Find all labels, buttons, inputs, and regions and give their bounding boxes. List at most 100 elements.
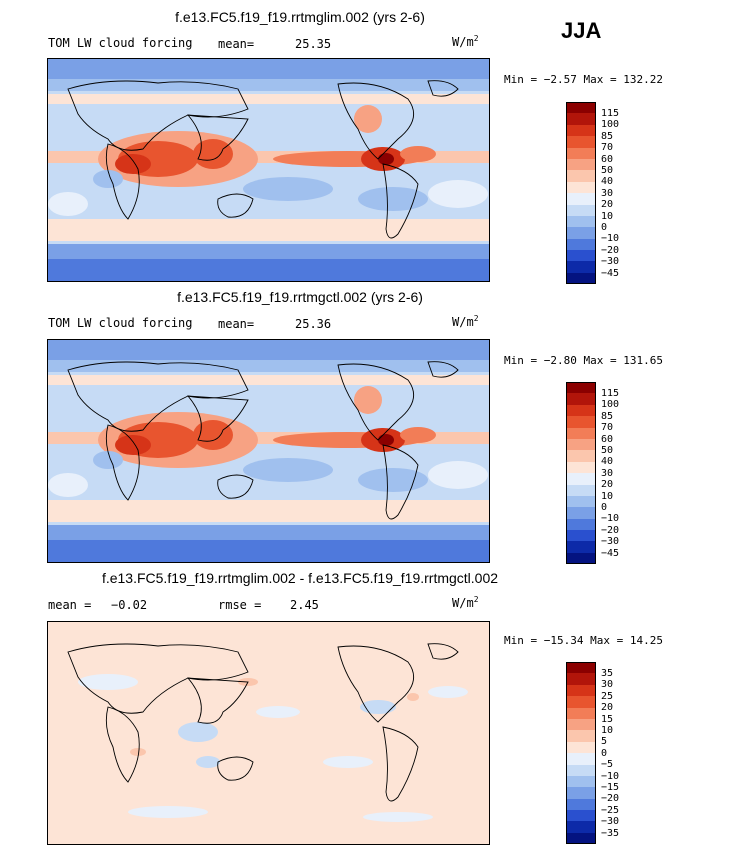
colorbar-swatch [566, 507, 596, 519]
colorbar-tick-label: −35 [601, 827, 620, 839]
colorbar-swatch [566, 684, 596, 697]
colorbar-tick-label: 100 [601, 399, 620, 411]
panel-3-units: W/m2 [452, 595, 479, 610]
colorbar-swatch [566, 707, 596, 719]
colorbar-tick-label: 100 [601, 119, 620, 131]
colorbar-tick-label: 0 [601, 747, 608, 759]
panel-2-colorbar [566, 382, 596, 565]
colorbar-swatch [566, 753, 596, 765]
colorbar-swatch [566, 393, 596, 405]
colorbar-tick-label: 60 [601, 433, 614, 445]
colorbar-tick-label: 30 [601, 467, 614, 479]
colorbar-tick-label: 10 [601, 725, 614, 736]
colorbar-tick-label: 20 [601, 702, 614, 714]
colorbar-swatch [566, 181, 596, 194]
colorbar-swatch [566, 450, 596, 462]
colorbar-swatch [566, 775, 596, 788]
panel-2-title: f.e13.FC5.f19_f19.rrtmgctl.002 (yrs 2-6) [177, 289, 423, 305]
panel-1-contour-map [48, 59, 489, 281]
colorbar-tick-label: 40 [601, 176, 614, 188]
panel-1-field-label: TOM LW cloud forcing [48, 36, 193, 50]
colorbar-swatch [566, 495, 596, 508]
panel-3-minmax: Min = −15.34 Max = 14.25 [504, 634, 663, 647]
colorbar-swatch [566, 227, 596, 239]
panel-3-colorbar [566, 662, 596, 845]
colorbar-swatch [566, 416, 596, 428]
colorbar-tick-label: −10 [601, 770, 620, 782]
colorbar-swatch [566, 102, 596, 114]
colorbar-swatch [566, 124, 596, 137]
colorbar-swatch [566, 193, 596, 205]
panel-2-mean-value: 25.36 [295, 317, 332, 331]
colorbar-swatch [566, 541, 596, 553]
colorbar-tick-label: 0 [601, 502, 608, 513]
colorbar-tick-label: 115 [601, 108, 620, 119]
colorbar-swatch [566, 518, 596, 531]
panel-3-rmse-value: 2.45 [290, 598, 319, 612]
panel-3-title: f.e13.FC5.f19_f19.rrtmglim.002 - f.e13.F… [101, 570, 499, 586]
panel-2-minmax: Min = −2.80 Max = 131.65 [504, 354, 663, 367]
colorbar-swatch [566, 136, 596, 148]
panel-2-units: W/m2 [452, 314, 479, 329]
colorbar-swatch [566, 530, 596, 542]
colorbar-swatch [566, 147, 596, 159]
colorbar-tick-label: 10 [601, 210, 614, 222]
colorbar-tick-label: −10 [601, 233, 620, 245]
colorbar-swatch [566, 113, 596, 125]
colorbar-tick-label: 70 [601, 422, 614, 434]
colorbar-tick-label: 10 [601, 490, 614, 502]
colorbar-tick-label: −30 [601, 256, 620, 268]
colorbar-swatch [566, 798, 596, 811]
panel-1-map [47, 58, 490, 282]
colorbar-tick-label: −30 [601, 816, 620, 828]
colorbar-swatch [566, 170, 596, 182]
colorbar-tick-label: 20 [601, 199, 614, 211]
colorbar-tick-label: 70 [601, 142, 614, 154]
panel-2-mean-label: mean= [218, 317, 255, 331]
colorbar-swatch [566, 461, 596, 474]
colorbar-tick-label: 50 [601, 445, 614, 456]
panel-1-mean-label: mean= [218, 37, 255, 51]
colorbar-swatch [566, 484, 596, 496]
colorbar-tick-label: 30 [601, 679, 614, 691]
panel-1-colorbar [566, 102, 596, 285]
colorbar-swatch [566, 261, 596, 273]
panel-3-map [47, 621, 490, 845]
colorbar-tick-label: −45 [601, 547, 620, 559]
panel-2-contour-map [48, 340, 489, 562]
panel-1-mean-value: 25.35 [295, 37, 332, 51]
colorbar-tick-label: 35 [601, 668, 614, 679]
colorbar-tick-label: 0 [601, 222, 608, 233]
colorbar-swatch [566, 427, 596, 439]
colorbar-swatch [566, 832, 596, 845]
colorbar-tick-label: −15 [601, 782, 620, 793]
colorbar-tick-label: −45 [601, 267, 620, 279]
colorbar-swatch [566, 473, 596, 485]
colorbar-swatch [566, 204, 596, 216]
colorbar-swatch [566, 250, 596, 262]
colorbar-swatch [566, 552, 596, 565]
colorbar-tick-label: 40 [601, 456, 614, 468]
colorbar-swatch [566, 662, 596, 674]
colorbar-tick-label: 85 [601, 130, 614, 142]
colorbar-tick-label: −25 [601, 804, 620, 816]
panel-1-title: f.e13.FC5.f19_f19.rrtmglim.002 (yrs 2-6) [175, 9, 425, 25]
colorbar-tick-label: 60 [601, 153, 614, 165]
colorbar-tick-label: 15 [601, 713, 614, 725]
colorbar-tick-label: −20 [601, 524, 620, 536]
panel-1-units: W/m2 [452, 34, 479, 49]
panel-3-contour-map [48, 622, 489, 844]
panel-3-mean-label: mean = [48, 598, 92, 612]
colorbar-swatch [566, 272, 596, 285]
panel-3-mean-value: −0.02 [111, 598, 148, 612]
colorbar-tick-label: 30 [601, 187, 614, 199]
panel-2-field-label: TOM LW cloud forcing [48, 316, 193, 330]
colorbar-swatch [566, 438, 596, 451]
colorbar-swatch [566, 718, 596, 731]
colorbar-tick-label: −20 [601, 244, 620, 256]
colorbar-tick-label: 25 [601, 690, 614, 702]
colorbar-tick-label: −10 [601, 513, 620, 525]
colorbar-swatch [566, 730, 596, 742]
panel-3-rmse-label: rmse = [218, 598, 262, 612]
colorbar-swatch [566, 787, 596, 799]
